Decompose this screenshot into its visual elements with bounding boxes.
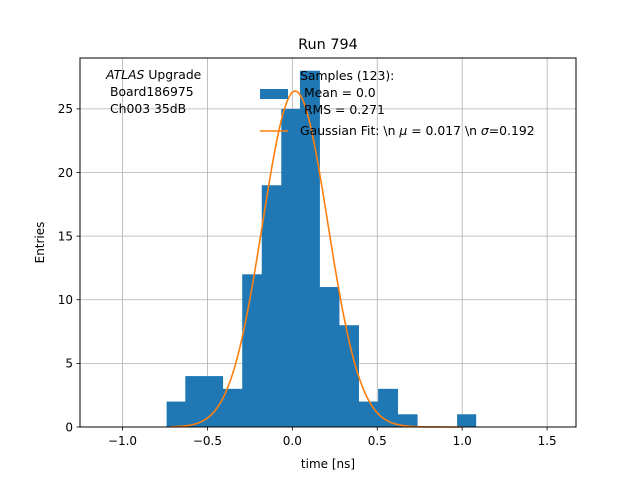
histogram-bar: [185, 376, 224, 427]
annotation-line-2: Board186975: [106, 84, 194, 99]
annotation-line-3: Ch003 35dB: [106, 101, 186, 116]
y-tick-label: 15: [58, 229, 73, 243]
x-tick-label: 0.0: [283, 434, 302, 448]
legend-label-histogram-line-2: Mean = 0.0: [300, 85, 376, 100]
legend-fit-suffix: =0.192: [489, 123, 535, 138]
y-axis-label: Entries: [33, 222, 47, 264]
x-tick-label: −1.0: [108, 434, 137, 448]
histogram-bar: [299, 70, 320, 428]
legend-swatch-histogram: [260, 89, 288, 99]
axes-frame: [79, 57, 577, 428]
legend-label-histogram-line-1: Samples (123):: [300, 68, 394, 83]
histogram-bar: [222, 388, 243, 427]
histogram-bar: [166, 401, 186, 427]
histogram-bar: [339, 325, 359, 427]
legend-fit-prefix: Gaussian Fit: \n: [300, 123, 399, 138]
histogram-bar: [319, 287, 340, 427]
chart-title: Run 794: [298, 37, 358, 53]
annotation-upgrade: Upgrade: [144, 67, 201, 82]
atlas-annotation: ATLAS Upgrade Board186975 Ch003 35dB: [105, 67, 201, 116]
x-axis-label: time [ns]: [301, 457, 355, 471]
legend-label-histogram-line-3: RMS = 0.271: [300, 102, 385, 117]
x-tick-label: 0.5: [368, 434, 387, 448]
y-tick-label: 10: [58, 293, 73, 307]
x-tick-label: −0.5: [193, 434, 222, 448]
annotation-line-1: ATLAS Upgrade: [105, 67, 201, 82]
histogram-bar: [242, 274, 263, 427]
y-tick-label: 20: [58, 166, 73, 180]
y-tick-label: 0: [65, 420, 73, 434]
x-axis-ticks: −1.0 −0.5 0.0 0.5 1.0 1.5: [108, 427, 557, 448]
annotation-atlas: ATLAS: [105, 67, 145, 82]
x-tick-label: 1.0: [453, 434, 472, 448]
histogram-bar: [358, 401, 379, 427]
y-tick-label: 25: [58, 102, 73, 116]
legend-fit-sigma: σ: [481, 123, 490, 138]
x-tick-label: 1.5: [538, 434, 557, 448]
histogram-bar: [281, 108, 301, 428]
y-axis-ticks: 0 5 10 15 20 25: [58, 102, 80, 434]
y-tick-label: 5: [65, 357, 73, 371]
legend: Samples (123): Mean = 0.0 RMS = 0.271 Ga…: [260, 68, 535, 138]
legend-fit-mid: = 0.017 \n: [407, 123, 481, 138]
legend-fit-mu: μ: [398, 123, 407, 138]
legend-label-fit: Gaussian Fit: \n μ = 0.017 \n σ=0.192: [300, 123, 535, 138]
histogram-bar: [261, 185, 282, 427]
histogram-bar: [397, 414, 418, 427]
histogram-bar: [457, 414, 477, 427]
